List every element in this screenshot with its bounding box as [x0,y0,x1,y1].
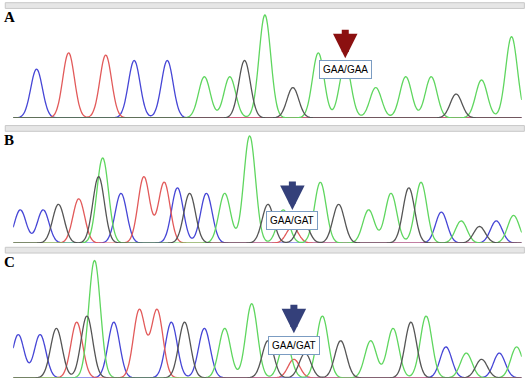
svg-text:GAA/GAA: GAA/GAA [323,64,368,75]
svg-text:GAA/GAT: GAA/GAT [272,340,316,351]
svg-text:B: B [4,132,14,148]
svg-text:GAA/GAT: GAA/GAT [270,215,314,226]
svg-text:A: A [4,9,15,25]
svg-text:C: C [4,254,15,270]
